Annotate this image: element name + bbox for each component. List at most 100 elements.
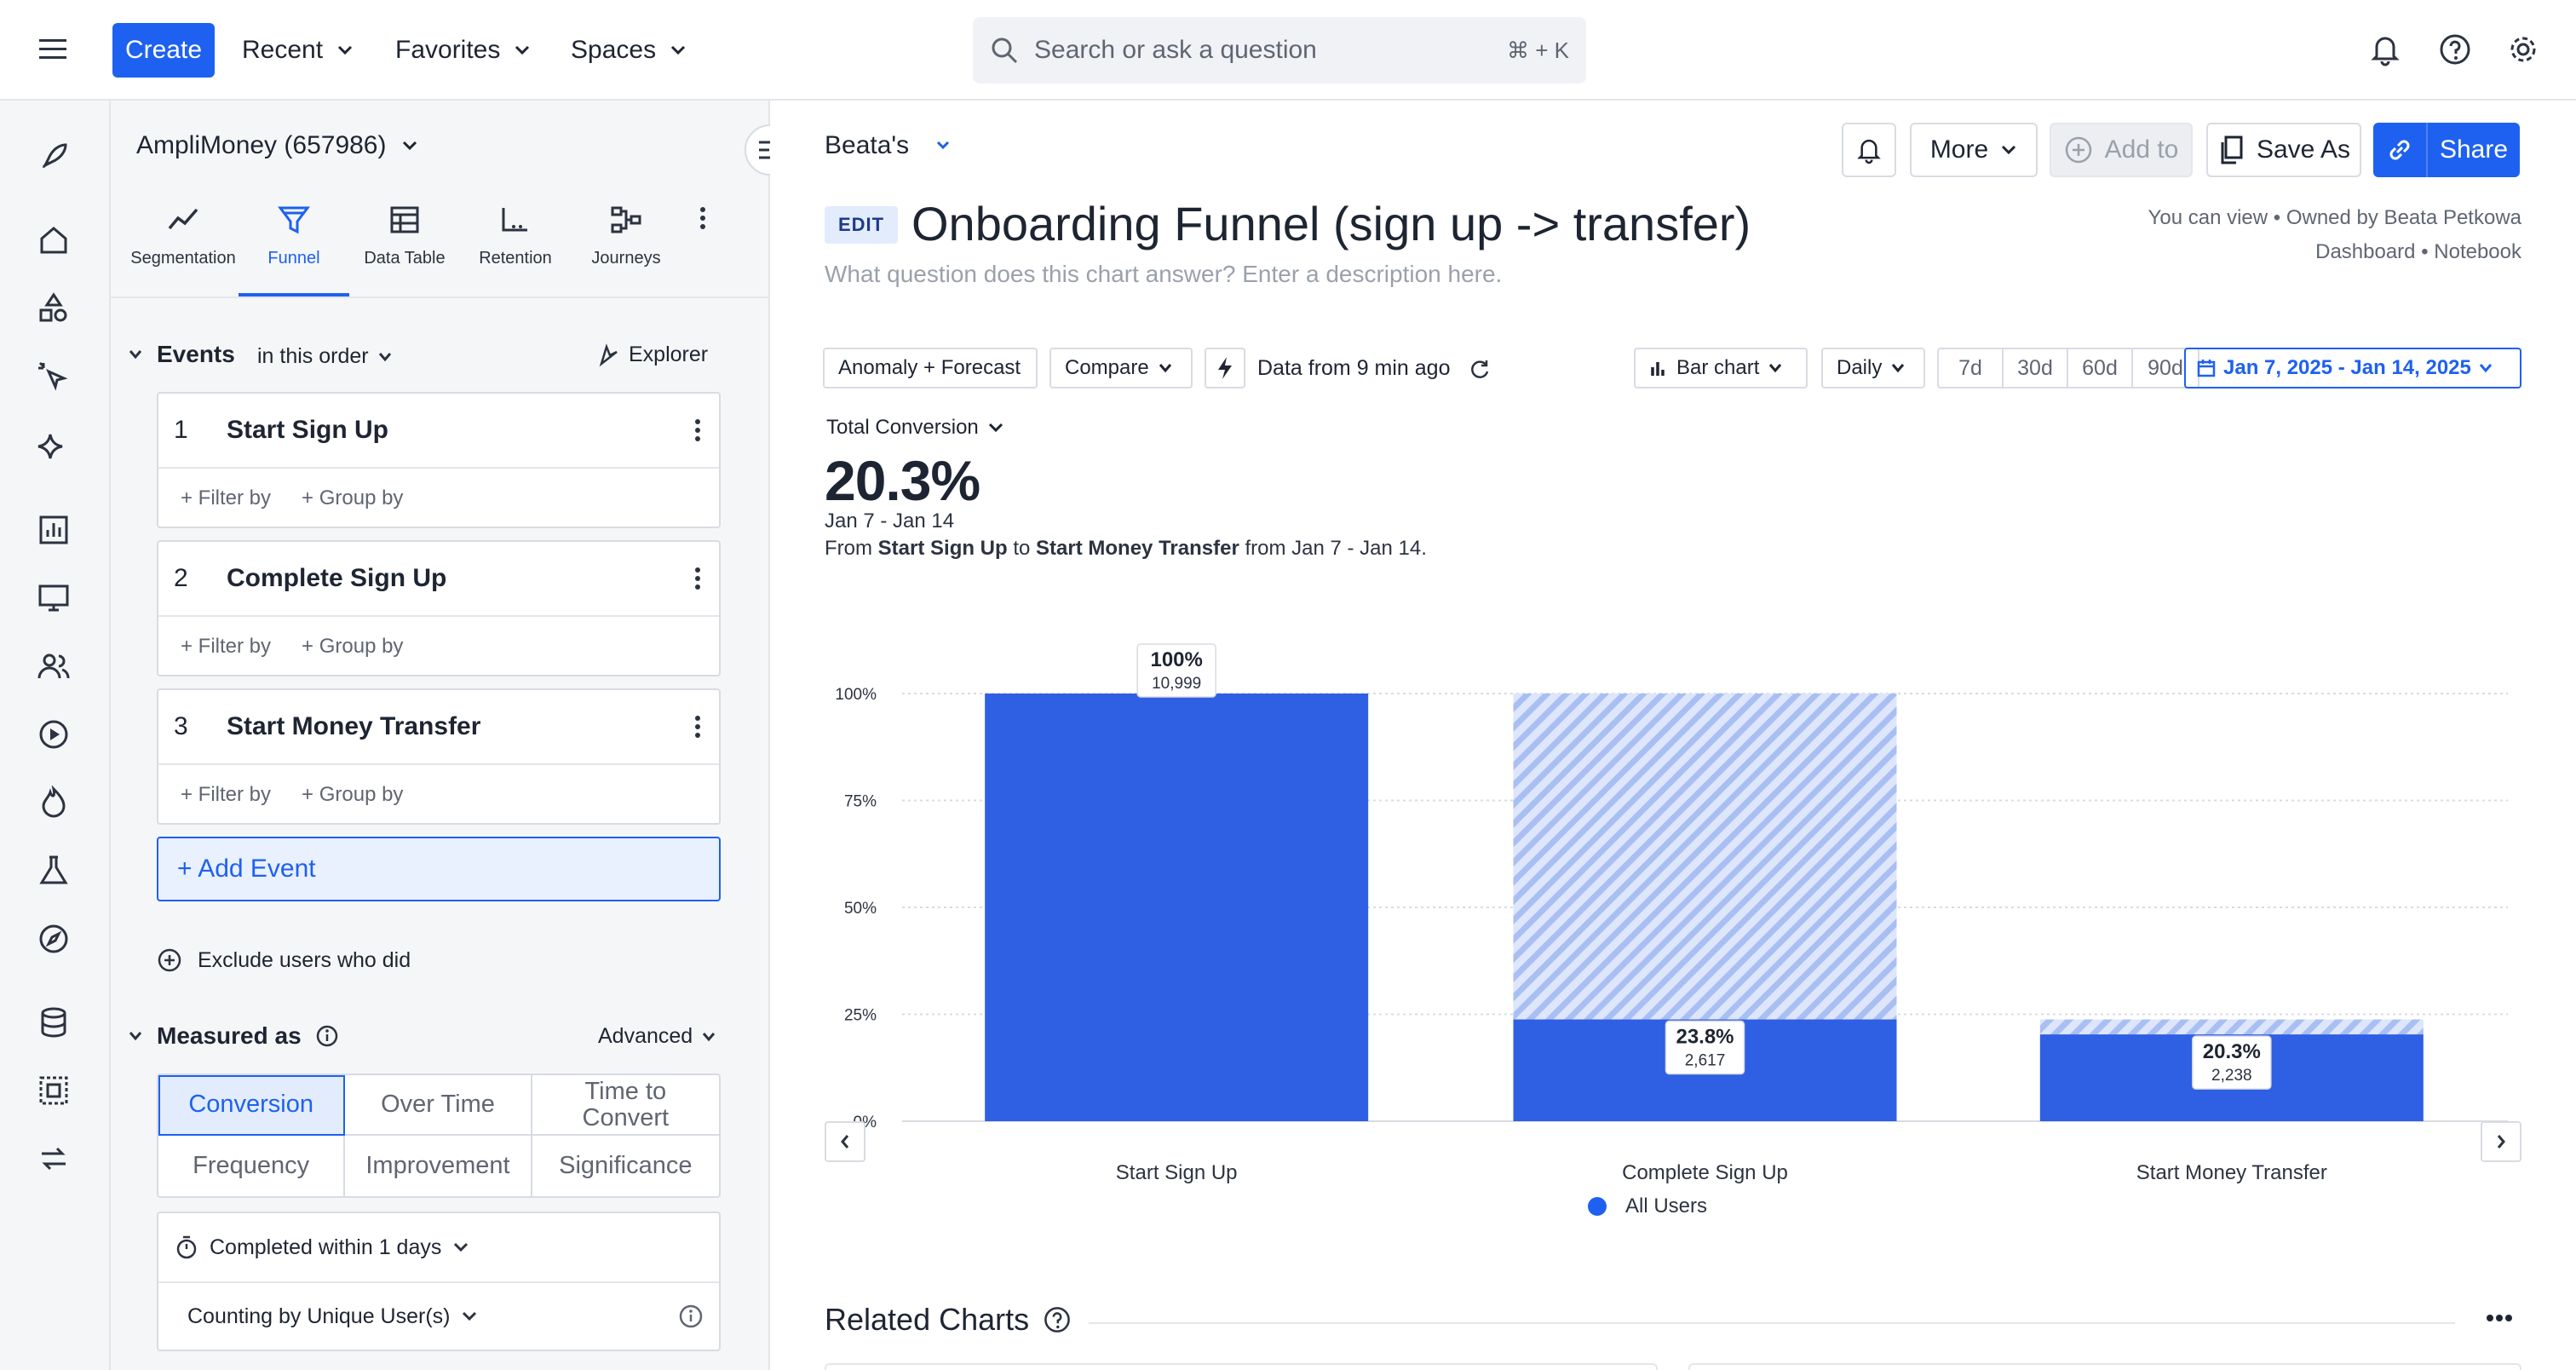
measure-over-time[interactable]: Over Time [345,1075,532,1136]
measure-significance[interactable]: Significance [559,1152,693,1180]
data-freshness: Data from 9 min ago [1257,356,1492,381]
tab-journeys[interactable]: Journeys [571,194,681,296]
gear-icon[interactable] [2506,32,2540,66]
tab-segmentation[interactable]: Segmentation [128,194,239,296]
breadcrumb[interactable]: Beata's [825,131,952,160]
refresh-icon[interactable] [1468,357,1492,381]
more-vertical-icon[interactable] [676,418,719,442]
dropoff-bar[interactable] [2039,1019,2424,1035]
more-tabs-button[interactable] [681,194,724,296]
explorer-button[interactable]: Explorer [596,342,708,367]
more-vertical-icon[interactable] [676,715,719,739]
events-section-toggle[interactable]: Events [128,341,235,368]
counting-by-dropdown[interactable]: Counting by Unique User(s) [158,1281,719,1350]
lightning-button[interactable] [1205,348,1245,389]
range-7d[interactable]: 7d [1939,349,2004,387]
tab-data-table[interactable]: Data Table [349,194,460,296]
edit-badge[interactable]: EDIT [825,206,898,244]
more-vertical-icon[interactable] [676,567,719,590]
sparkle-icon[interactable] [37,429,71,463]
cursor-click-icon[interactable] [37,360,71,394]
group-by-button[interactable]: + Group by [302,486,404,509]
info-icon[interactable] [678,1304,704,1329]
tab-funnel[interactable]: Funnel [239,194,349,296]
top-bar: Create Recent Favorites Spaces Search or… [0,0,2576,101]
related-chart-card[interactable] [825,1363,1658,1370]
more-horizontal-icon[interactable] [2486,1314,2513,1322]
bell-icon[interactable] [2370,32,2401,66]
event-name[interactable]: Start Money Transfer [227,712,481,740]
compare-dropdown[interactable]: Compare [1049,348,1193,389]
compass-icon[interactable] [37,922,71,956]
add-event-button[interactable]: + Add Event [157,837,721,901]
data-label-percent: 20.3% [2203,1040,2261,1063]
tab-retention[interactable]: Retention [460,194,571,296]
share-button[interactable]: Share [2373,123,2520,177]
menu-icon[interactable] [37,32,68,66]
location-line[interactable]: Dashboard • Notebook [2315,240,2521,263]
monitor-icon[interactable] [37,581,71,615]
counting-by-label: Counting by Unique User(s) [187,1304,451,1328]
rocket-icon[interactable] [37,140,71,174]
play-icon[interactable] [37,717,71,751]
measure-time-to-convert[interactable]: Time to Convert [532,1075,719,1136]
users-icon[interactable] [37,649,71,683]
event-name[interactable]: Complete Sign Up [227,564,447,592]
group-by-button[interactable]: + Group by [302,783,404,806]
info-icon[interactable] [315,1024,339,1048]
range-90d[interactable]: 90d [2148,355,2183,380]
database-icon[interactable] [37,1005,71,1039]
related-chart-card[interactable] [1688,1363,2521,1370]
shapes-icon[interactable] [37,291,71,325]
chart-legend[interactable]: All Users [1588,1194,1707,1218]
project-selector[interactable]: AmpliMoney (657986) [136,131,418,160]
nav-spaces[interactable]: Spaces [571,23,687,78]
measure-improvement[interactable]: Improvement [345,1136,532,1196]
flame-icon[interactable] [37,786,71,820]
home-icon[interactable] [37,223,71,257]
flask-icon[interactable] [37,854,71,888]
range-30d[interactable]: 30d [2004,349,2068,387]
advanced-dropdown[interactable]: Advanced [598,1024,716,1049]
search-input[interactable]: Search or ask a question ⌘ + K [973,17,1586,83]
measure-frequency[interactable]: Frequency [158,1136,346,1196]
event-step-number: 2 [174,564,188,592]
measure-conversion[interactable]: Conversion [158,1075,346,1136]
link-icon[interactable] [2373,123,2428,177]
group-by-button[interactable]: + Group by [302,635,404,658]
filter-by-button[interactable]: + Filter by [181,486,272,509]
conversion-bar[interactable] [985,694,1369,1121]
measured-section-toggle[interactable]: Measured as [128,1022,339,1050]
chart-icon[interactable] [37,513,71,547]
nav-recent[interactable]: Recent [242,23,354,78]
subscribe-alert-button[interactable] [1842,123,1896,177]
order-dropdown[interactable]: in this order [257,344,393,369]
sync-icon[interactable] [37,1142,71,1176]
save-as-label: Save As [2256,135,2351,164]
chart-title[interactable]: Onboarding Funnel (sign up -> transfer) [911,197,1751,250]
filter-by-button[interactable]: + Filter by [181,783,272,806]
chart-description-input[interactable]: What question does this chart answer? En… [825,261,1503,287]
chart-prev-button[interactable] [825,1121,865,1162]
dropoff-bar[interactable] [1513,694,1897,1020]
filter-by-button[interactable]: + Filter by [181,635,272,658]
save-as-button[interactable]: Save As [2206,123,2361,177]
selection-icon[interactable] [37,1074,71,1108]
metric-dropdown[interactable]: Total Conversion [826,416,1004,440]
exclude-users-button[interactable]: Exclude users who did [157,947,411,973]
date-range-picker[interactable]: Jan 7, 2025 - Jan 14, 2025 [2184,348,2521,389]
interval-dropdown[interactable]: Daily [1821,348,1925,389]
chart-next-button[interactable] [2481,1121,2521,1162]
anomaly-forecast-button[interactable]: Anomaly + Forecast [823,348,1038,389]
chart-type-dropdown[interactable]: Bar chart [1634,348,1808,389]
help-icon[interactable] [1043,1305,1072,1334]
event-name[interactable]: Start Sign Up [227,416,389,444]
nav-favorites[interactable]: Favorites [395,23,531,78]
conversion-options: Completed within 1 days Counting by Uniq… [157,1212,721,1351]
more-button[interactable]: More [1910,123,2038,177]
create-button[interactable]: Create [112,23,215,78]
help-icon[interactable] [2438,32,2472,66]
add-to-button[interactable]: Add to [2050,123,2193,177]
completed-within-dropdown[interactable]: Completed within 1 days [158,1213,719,1281]
range-60d[interactable]: 60d [2068,349,2133,387]
